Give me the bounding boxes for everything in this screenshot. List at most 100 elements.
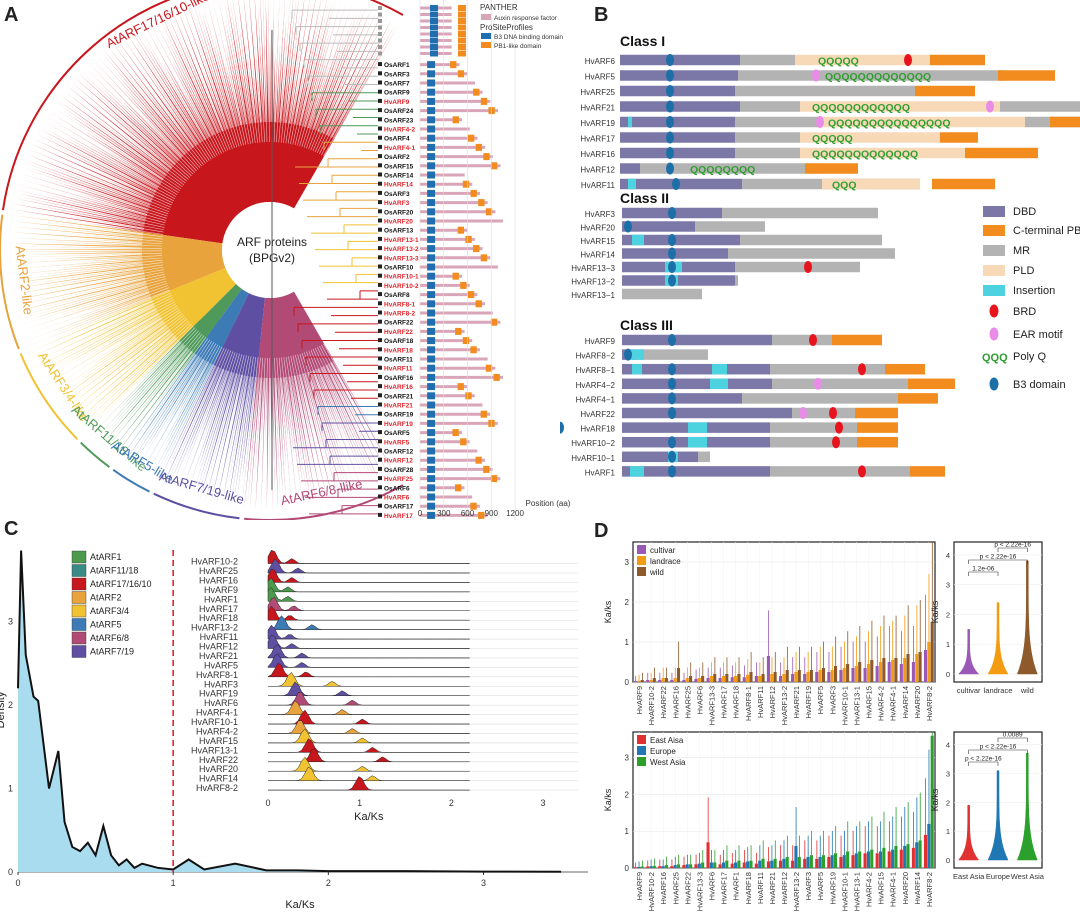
clade-spike xyxy=(302,361,346,502)
clade-base xyxy=(213,293,265,378)
ridge-label: HvARF21 xyxy=(199,651,238,661)
row-label: HvARF6 xyxy=(585,57,616,66)
bar xyxy=(858,662,862,682)
bar xyxy=(721,862,726,868)
branch-line xyxy=(46,116,178,195)
x-tick-label: HvARF3 xyxy=(804,872,813,900)
b3-marker xyxy=(666,131,674,144)
axis-tick: 300 xyxy=(437,509,451,518)
pb1-domain xyxy=(485,364,493,372)
x-tick-label: HvARF10-2 xyxy=(647,872,656,911)
y-tick-label: 0 xyxy=(625,678,630,687)
row-label: HvARF13−2 xyxy=(571,278,615,287)
bar xyxy=(761,674,765,682)
mr-block xyxy=(738,70,1005,81)
gene-marker xyxy=(378,126,382,131)
ridge-label: HvARF10-2 xyxy=(191,557,238,567)
branch-line xyxy=(69,84,187,182)
domain-row: HvARF12 QQQQQQQQ xyxy=(580,162,858,176)
b3-domain xyxy=(427,401,436,409)
branch-line xyxy=(36,297,174,365)
bar xyxy=(887,662,891,682)
clade-spike xyxy=(186,1,234,140)
branch-line xyxy=(148,20,220,155)
bar xyxy=(830,670,834,682)
bar xyxy=(878,851,883,868)
bar xyxy=(863,668,867,682)
x-tick-label: HvARF12 xyxy=(768,686,777,719)
legend-label: AtARF17/16/10 xyxy=(90,579,152,589)
clade-4: AtARF5-like xyxy=(109,288,249,493)
y-tick-label: 0 xyxy=(8,867,13,877)
mr-block xyxy=(770,422,857,433)
branch-line xyxy=(191,352,238,498)
row-label: HvARF16 xyxy=(580,150,615,159)
branch-line xyxy=(11,262,163,281)
clade-spike xyxy=(197,361,234,470)
branch-line xyxy=(283,357,304,508)
clade-spike xyxy=(244,356,261,511)
sig-bracket xyxy=(968,749,1028,754)
branch-line xyxy=(11,217,163,238)
pb1-domain xyxy=(488,107,495,115)
dbd-block xyxy=(622,234,740,246)
clade-spike xyxy=(30,281,159,320)
b3-domain xyxy=(427,199,436,207)
b3-domain xyxy=(427,484,436,492)
clade-spike xyxy=(171,59,218,147)
gene-label: OsARF21 xyxy=(384,393,414,400)
pld-block xyxy=(820,116,1025,128)
clade-spike xyxy=(93,330,187,422)
gene-label: HvARF13-2 xyxy=(384,246,419,253)
legend-swatch-pb1 xyxy=(481,42,491,48)
b3-domain xyxy=(427,107,436,115)
gene-marker xyxy=(378,420,382,425)
bar xyxy=(821,855,826,868)
clade-spike xyxy=(8,232,154,243)
clade-spike xyxy=(323,346,398,479)
branch-line xyxy=(274,357,282,510)
legend-label: AtARF7/19 xyxy=(90,647,134,657)
dbd-block xyxy=(622,451,698,463)
clade-spike xyxy=(9,220,162,239)
ridge-tick-label: 1 xyxy=(357,798,362,808)
pb1-domain xyxy=(475,456,482,464)
branch-line xyxy=(49,111,179,193)
pb1-domain xyxy=(491,162,498,170)
violin xyxy=(958,629,980,675)
gene-marker xyxy=(378,485,382,490)
x-tick-label: HvARF20 xyxy=(913,686,922,719)
branch-line xyxy=(290,355,321,506)
mr-block xyxy=(735,275,738,286)
pb1-domain xyxy=(458,37,466,44)
bar xyxy=(858,851,862,868)
sig-pvalue: p < 2.22e-16 xyxy=(980,744,1017,751)
clade-spike xyxy=(289,0,316,137)
gene-marker xyxy=(378,292,382,297)
b3-domain xyxy=(427,429,436,437)
bar xyxy=(791,674,795,682)
y-axis-label: Ka/ks xyxy=(930,788,940,811)
ridge-label: HvARF14 xyxy=(199,774,238,784)
y-axis-label: Ka/ks xyxy=(603,600,613,623)
clade-spike xyxy=(305,352,344,463)
clade-spike xyxy=(210,352,247,506)
legend-label: cultivar xyxy=(650,546,676,555)
branch-line xyxy=(319,345,390,482)
gene-marker xyxy=(378,512,382,517)
branch-line xyxy=(271,357,276,510)
bar xyxy=(866,851,870,868)
gene-marker xyxy=(378,365,382,370)
branch-line xyxy=(93,329,197,442)
b3-domain xyxy=(427,235,436,243)
legend-label: AtARF11/18 xyxy=(90,566,138,576)
gene-label: OsARF4 xyxy=(384,136,410,143)
pb1-domain xyxy=(452,429,459,437)
x-tick-label: cultivar xyxy=(957,686,981,695)
clade-spike xyxy=(8,243,154,248)
branch-line xyxy=(59,97,183,188)
y-tick-label: 0 xyxy=(946,670,950,679)
branch-line xyxy=(26,287,169,342)
ridge-density xyxy=(268,709,470,725)
branch-line xyxy=(263,357,268,510)
